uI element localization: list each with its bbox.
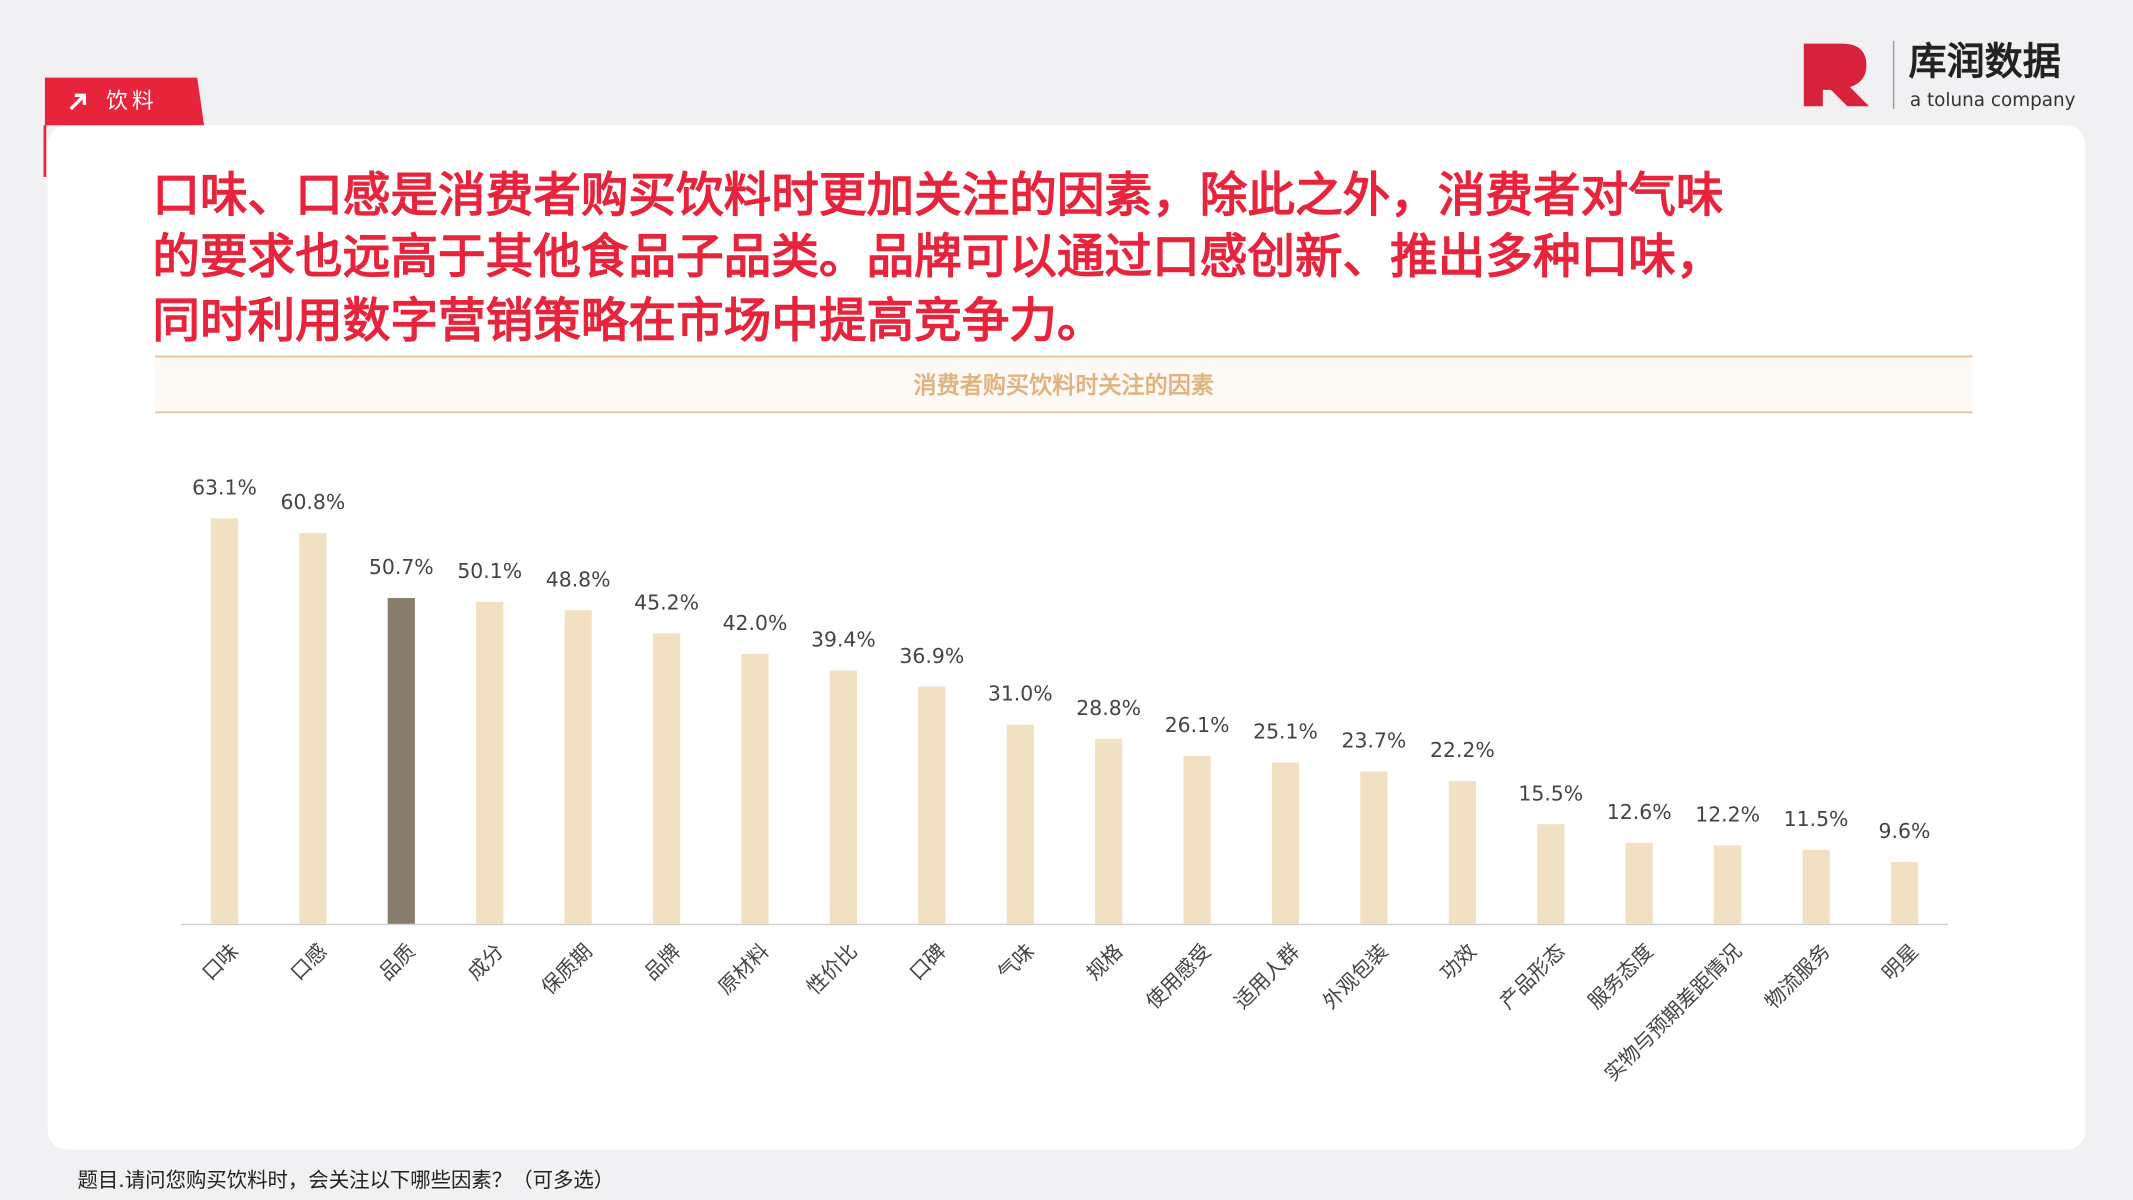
bar (918, 686, 946, 924)
value-label: 50.7% (369, 555, 434, 579)
bar (1625, 842, 1653, 924)
value-label: 39.4% (811, 628, 876, 652)
bar (1448, 781, 1476, 924)
logo-tagline: a toluna company (1910, 90, 2076, 111)
value-label: 12.6% (1607, 800, 1672, 824)
headline: 口味、口感是消费者购买饮料时更加关注的因素，除此之外，消费者对气味 (152, 169, 1723, 224)
value-label: 42.0% (723, 611, 788, 635)
bar (476, 601, 504, 924)
value-label: 11.5% (1784, 807, 1849, 831)
logo-mark (1803, 43, 1870, 107)
tag-arrow (69, 93, 87, 111)
value-label: 63.1% (192, 475, 257, 499)
value-label: 25.1% (1253, 720, 1318, 744)
tag-shape (44, 77, 205, 126)
tag-text: 饮料 (106, 89, 158, 114)
value-label: 12.2% (1695, 802, 1760, 826)
value-label: 15.5% (1518, 781, 1583, 805)
value-label: 28.8% (1076, 696, 1141, 720)
bar (1271, 762, 1300, 924)
bar (829, 670, 858, 924)
value-label: 22.2% (1430, 738, 1495, 762)
bar (1006, 724, 1034, 924)
headline: 同时利用数字营销策略在市场中提高竞争力。 (152, 294, 1104, 349)
bar (1714, 845, 1742, 924)
bar (652, 633, 681, 924)
footnote: 题目.请问您购买饮料时，会关注以下哪些因素？（可多选） (78, 1168, 615, 1192)
bar (210, 518, 239, 924)
value-label: 31.0% (988, 682, 1053, 706)
value-label: 45.2% (634, 590, 699, 614)
logo-name: 库润数据 (1909, 40, 2061, 84)
title-band (155, 357, 1973, 411)
value-label: 26.1% (1165, 713, 1230, 737)
bar (564, 610, 592, 924)
value-label: 48.8% (546, 567, 611, 591)
chart-title: 消费者购买饮料时关注的因素 (914, 372, 1214, 399)
bar (387, 598, 415, 924)
value-label: 23.7% (1342, 729, 1407, 753)
bar (1360, 771, 1388, 924)
bar (1890, 862, 1919, 924)
value-label: 36.9% (899, 644, 964, 668)
value-label: 9.6% (1879, 819, 1931, 843)
bar (1537, 824, 1565, 924)
bar (299, 533, 327, 924)
headline: 的要求也远高于其他食品子品类。品牌可以通过口感创新、推出多种口味， (152, 230, 1723, 285)
value-label: 50.1% (457, 559, 522, 583)
bar (741, 653, 769, 924)
bar (1183, 756, 1211, 924)
bar (1802, 849, 1830, 924)
value-label: 60.8% (280, 490, 345, 514)
bar (1095, 738, 1123, 924)
